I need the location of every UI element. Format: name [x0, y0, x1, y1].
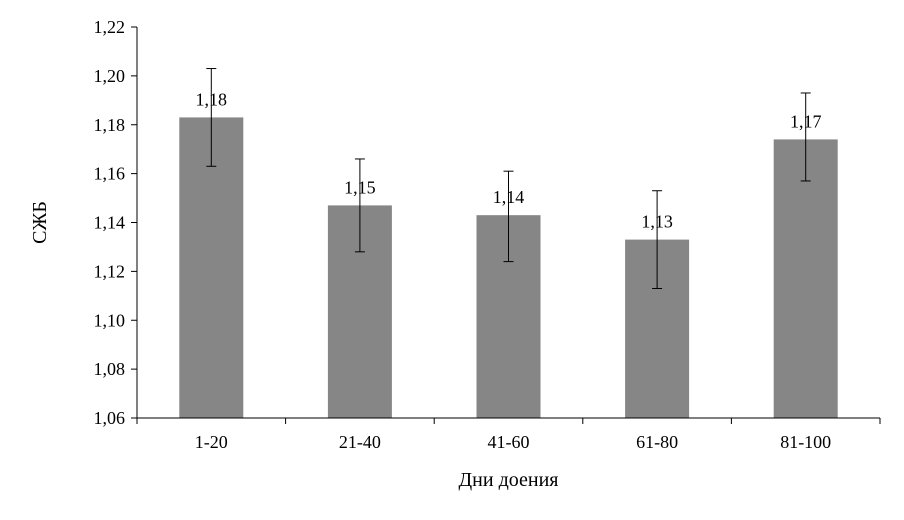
y-axis-ticks: 1,06 1,08 1,10 1,12 1,14 1,16 1,18 1,20 1,22 — [94, 17, 137, 428]
x-tick-label: 81-100 — [780, 432, 831, 452]
y-tick-label: 1,10 — [94, 310, 126, 330]
x-tick-label: 61-80 — [636, 432, 678, 452]
bar — [179, 117, 244, 418]
bars — [179, 117, 838, 418]
data-label: 1,18 — [196, 89, 228, 109]
y-tick-label: 1,20 — [94, 66, 126, 86]
data-label: 1,13 — [641, 212, 673, 232]
data-label: 1,14 — [493, 187, 525, 207]
y-tick-label: 1,12 — [94, 261, 126, 281]
data-label: 1,17 — [790, 111, 822, 131]
x-tick-label: 41-60 — [488, 432, 530, 452]
data-label: 1,15 — [344, 177, 376, 197]
y-tick-label: 1,18 — [94, 115, 126, 135]
y-axis-title: СЖБ — [29, 201, 51, 244]
x-axis-ticks: 1-20 21-40 41-60 61-80 81-100 — [136, 418, 881, 452]
y-tick-label: 1,08 — [94, 359, 126, 379]
bar — [773, 139, 838, 418]
y-tick-label: 1,22 — [94, 17, 126, 37]
y-tick-label: 1,06 — [94, 408, 126, 428]
x-axis-title: Дни доения — [459, 469, 559, 491]
x-tick-label: 21-40 — [339, 432, 381, 452]
y-tick-label: 1,14 — [94, 213, 126, 233]
x-tick-label: 1-20 — [195, 432, 228, 452]
data-labels: 1,18 1,15 1,14 1,13 1,17 — [196, 89, 822, 231]
y-tick-label: 1,16 — [94, 164, 126, 184]
error-bars — [206, 68, 811, 289]
